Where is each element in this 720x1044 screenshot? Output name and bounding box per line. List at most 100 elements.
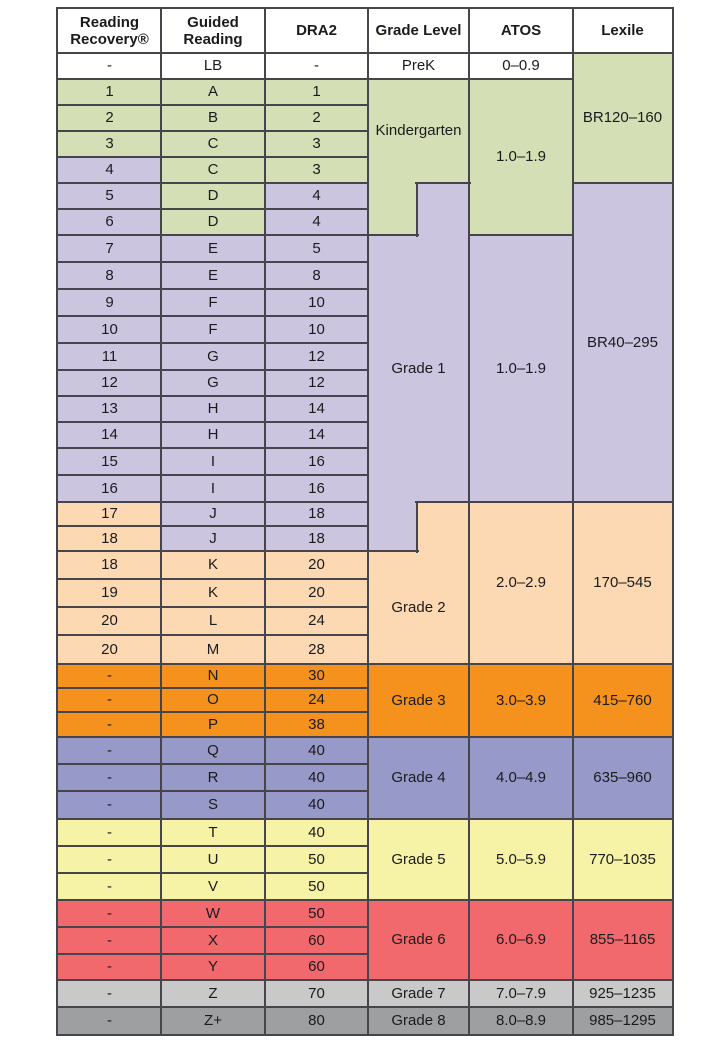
grid-line: [57, 501, 369, 503]
reading-recovery-cell: -: [58, 900, 161, 927]
reading-recovery-cell: 1: [58, 79, 161, 105]
guided-reading-cell: H: [161, 422, 265, 448]
grid-line: [57, 687, 369, 689]
grid-line: [572, 8, 574, 1035]
guided-reading-cell: M: [161, 635, 265, 664]
reading-recovery-cell: 11: [58, 343, 161, 370]
reading-recovery-cell: -: [58, 980, 161, 1007]
dra2-cell: 4: [265, 209, 368, 235]
guided-reading-cell: F: [161, 289, 265, 316]
grid-line: [415, 501, 673, 503]
grid-line: [57, 156, 369, 158]
dra2-cell: 60: [265, 954, 368, 980]
grid-line: [57, 234, 419, 236]
guided-reading-cell: Z+: [161, 1007, 265, 1034]
guided-reading-cell: I: [161, 448, 265, 475]
atos-cell-grade7: 7.0–7.9: [469, 980, 573, 1007]
guided-reading-cell: C: [161, 131, 265, 157]
reading-recovery-cell: -: [58, 53, 161, 79]
grid-line: [57, 818, 673, 820]
guided-reading-cell: E: [161, 235, 265, 262]
grid-line: [57, 315, 369, 317]
grade-level-grade2-step: [417, 502, 469, 551]
grid-line: [57, 342, 369, 344]
dra2-cell: 10: [265, 289, 368, 316]
reading-recovery-cell: 14: [58, 422, 161, 448]
reading-recovery-cell: 17: [58, 502, 161, 526]
guided-reading-cell: H: [161, 396, 265, 422]
grid-line: [57, 261, 369, 263]
reading-recovery-cell: -: [58, 791, 161, 819]
grade-level-cell-grade5: Grade 5: [368, 819, 469, 900]
dra2-cell: 1: [265, 79, 368, 105]
grid-line: [416, 501, 418, 553]
grade-level-cell-grade7: Grade 7: [368, 980, 469, 1007]
dra2-cell: 20: [265, 579, 368, 607]
reading-recovery-cell: -: [58, 954, 161, 980]
grade-level-cell-prek: PreK: [368, 53, 469, 79]
grid-line: [57, 899, 673, 901]
guided-reading-cell: D: [161, 209, 265, 235]
lexile-cell-grade5: 770–1035: [573, 819, 672, 900]
atos-cell-grade4: 4.0–4.9: [469, 737, 573, 819]
grid-line: [57, 736, 673, 738]
grade-level-cell-grade2: Grade 2: [368, 551, 469, 664]
dra2-cell: 28: [265, 635, 368, 664]
reading-recovery-cell: 2: [58, 105, 161, 131]
guided-reading-cell: W: [161, 900, 265, 927]
dra2-cell: 12: [265, 370, 368, 396]
grade-level-cell-grade3: Grade 3: [368, 664, 469, 737]
reading-recovery-cell: -: [58, 846, 161, 873]
header-grade-level: Grade Level: [368, 9, 469, 53]
reading-recovery-cell: 6: [58, 209, 161, 235]
guided-reading-cell: J: [161, 526, 265, 551]
grid-line: [160, 8, 162, 1035]
guided-reading-cell: F: [161, 316, 265, 343]
dra2-cell: 10: [265, 316, 368, 343]
guided-reading-cell: S: [161, 791, 265, 819]
grid-line: [57, 634, 369, 636]
grid-line: [367, 8, 369, 1035]
guided-reading-cell: R: [161, 764, 265, 791]
guided-reading-cell: U: [161, 846, 265, 873]
grid-line: [57, 130, 369, 132]
reading-recovery-cell: -: [58, 664, 161, 688]
grid-line: [57, 1006, 673, 1008]
guided-reading-cell: LB: [161, 53, 265, 79]
grade-level-kindergarten-step: [368, 183, 417, 235]
dra2-cell: 18: [265, 526, 368, 551]
dra2-cell: 40: [265, 791, 368, 819]
guided-reading-cell: T: [161, 819, 265, 846]
atos-cell-prek: 0–0.9: [469, 53, 573, 79]
grid-line: [57, 845, 369, 847]
reading-level-correlation-table: Reading Recovery® Guided Reading DRA2 Gr…: [56, 7, 674, 1036]
grid-line: [57, 288, 369, 290]
guided-reading-cell: P: [161, 712, 265, 737]
dra2-cell: 14: [265, 422, 368, 448]
grid-line: [57, 369, 369, 371]
atos-cell-kindergarten: 1.0–1.9: [469, 79, 573, 235]
guided-reading-cell: I: [161, 475, 265, 502]
grid-line: [415, 182, 471, 184]
dra2-cell: 70: [265, 980, 368, 1007]
grade-level-cell-grade8: Grade 8: [368, 1007, 469, 1034]
grade-level-cell-grade1: Grade 1: [368, 235, 469, 502]
guided-reading-cell: D: [161, 183, 265, 209]
dra2-cell: 30: [265, 664, 368, 688]
guided-reading-cell: J: [161, 502, 265, 526]
dra2-cell: 16: [265, 475, 368, 502]
header-dra2: DRA2: [265, 9, 368, 53]
guided-reading-cell: N: [161, 664, 265, 688]
guided-reading-cell: K: [161, 551, 265, 579]
grid-line: [57, 52, 673, 54]
atos-cell-grade3: 3.0–3.9: [469, 664, 573, 737]
dra2-cell: -: [265, 53, 368, 79]
grid-line: [57, 447, 369, 449]
grid-line: [57, 578, 369, 580]
reading-recovery-cell: -: [58, 819, 161, 846]
reading-recovery-cell: 16: [58, 475, 161, 502]
grid-line: [57, 953, 369, 955]
dra2-cell: 50: [265, 873, 368, 900]
reading-recovery-cell: 4: [58, 157, 161, 183]
